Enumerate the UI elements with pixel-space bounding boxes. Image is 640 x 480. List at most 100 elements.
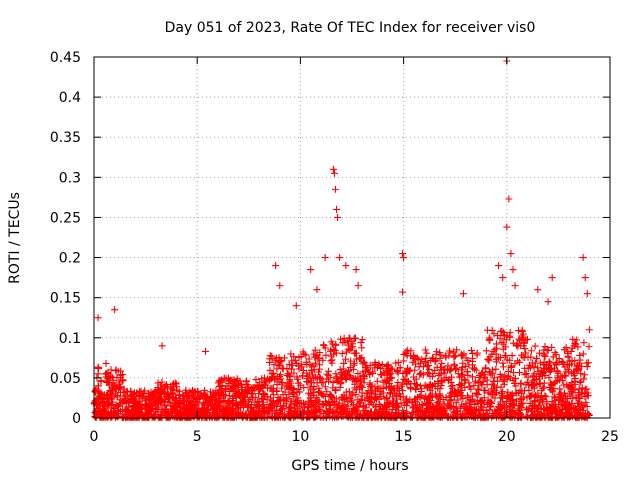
data-point xyxy=(393,402,401,410)
data-point xyxy=(245,397,253,405)
data-point xyxy=(489,385,497,393)
y-tick-label: 0.1 xyxy=(59,331,81,347)
data-point xyxy=(520,393,528,401)
data-point xyxy=(572,340,580,348)
data-point xyxy=(429,404,437,412)
data-point xyxy=(136,404,144,412)
data-point xyxy=(278,364,286,372)
data-point xyxy=(300,350,308,358)
data-point xyxy=(347,373,355,381)
data-point xyxy=(434,377,442,385)
data-point xyxy=(418,401,426,409)
data-point xyxy=(499,345,507,353)
data-point xyxy=(364,390,372,398)
data-point xyxy=(477,369,485,377)
data-point xyxy=(526,361,534,369)
data-point xyxy=(385,370,393,378)
data-point xyxy=(354,282,362,290)
data-point xyxy=(529,382,537,390)
data-point xyxy=(421,381,429,389)
data-point xyxy=(158,386,166,394)
data-point xyxy=(460,402,468,410)
data-point xyxy=(557,409,565,417)
data-point xyxy=(131,406,139,414)
data-point xyxy=(122,392,130,400)
data-point xyxy=(255,390,263,398)
data-point xyxy=(117,367,125,375)
data-point xyxy=(94,314,102,322)
data-point xyxy=(321,344,329,352)
data-point xyxy=(332,370,340,378)
data-point xyxy=(357,339,365,347)
data-point xyxy=(256,378,264,386)
data-point xyxy=(121,397,129,405)
data-point xyxy=(425,413,433,421)
data-point xyxy=(552,378,560,386)
data-point xyxy=(398,382,406,390)
data-point xyxy=(460,350,468,358)
data-point xyxy=(508,390,516,398)
data-point xyxy=(458,392,466,400)
data-point xyxy=(399,288,407,296)
data-point xyxy=(315,408,323,416)
data-point xyxy=(508,391,516,399)
data-point xyxy=(585,326,593,334)
data-point xyxy=(552,404,560,412)
data-point xyxy=(465,379,473,387)
data-point xyxy=(540,409,548,417)
data-point xyxy=(307,266,315,274)
data-point xyxy=(407,347,415,355)
data-point xyxy=(208,393,216,401)
data-point xyxy=(575,385,583,393)
data-point xyxy=(161,410,169,418)
data-point xyxy=(470,382,478,390)
data-point xyxy=(345,388,353,396)
data-point xyxy=(424,404,432,412)
data-point xyxy=(246,413,254,421)
data-point xyxy=(428,390,436,398)
data-point xyxy=(222,375,230,383)
data-point xyxy=(543,346,551,354)
data-point xyxy=(114,402,122,410)
data-point xyxy=(581,413,589,421)
data-point xyxy=(333,373,341,381)
data-point xyxy=(492,365,500,373)
data-point xyxy=(548,343,556,351)
data-point xyxy=(373,377,381,385)
data-point xyxy=(360,358,368,366)
data-point xyxy=(248,404,256,412)
data-point xyxy=(228,406,236,414)
data-point xyxy=(331,346,339,354)
data-point xyxy=(503,223,511,231)
data-point xyxy=(287,350,295,358)
data-point xyxy=(198,408,206,416)
data-point xyxy=(282,395,290,403)
data-point xyxy=(99,397,107,405)
data-point xyxy=(233,411,241,419)
data-point xyxy=(540,358,548,366)
data-point xyxy=(235,389,243,397)
data-point xyxy=(545,374,553,382)
data-point xyxy=(393,395,401,403)
data-point xyxy=(583,290,591,298)
data-point xyxy=(537,406,545,414)
data-point xyxy=(276,282,284,290)
data-point xyxy=(483,376,491,384)
data-point xyxy=(116,383,124,391)
data-point xyxy=(125,398,133,405)
data-point xyxy=(299,366,307,374)
data-point xyxy=(359,360,367,368)
data-point xyxy=(131,413,139,421)
data-point xyxy=(280,354,288,362)
data-point xyxy=(400,254,408,262)
data-point xyxy=(138,392,146,400)
data-point xyxy=(141,413,149,421)
data-point xyxy=(305,355,313,363)
data-point xyxy=(532,403,540,411)
data-point xyxy=(509,369,517,377)
data-point xyxy=(509,376,517,384)
data-point xyxy=(353,377,361,385)
data-point xyxy=(446,392,454,400)
data-point xyxy=(104,368,112,376)
data-point xyxy=(315,365,323,373)
